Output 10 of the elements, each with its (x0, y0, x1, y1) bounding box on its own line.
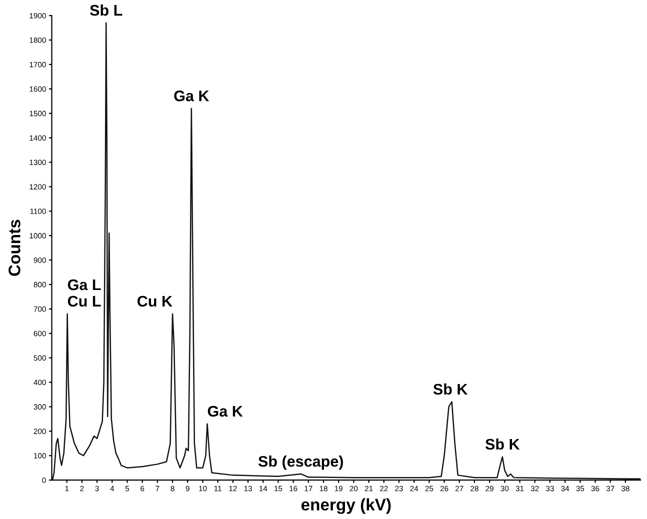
x-axis-title: energy (kV) (301, 498, 391, 514)
y-axis-title: Counts (8, 220, 20, 276)
annotation: Sb L (90, 4, 122, 16)
annotation: Sb K (433, 383, 468, 395)
annotation: Ga L Cu L (68, 279, 101, 307)
annotation: Cu K (138, 296, 172, 307)
annotation: Sb (escape) (258, 456, 343, 470)
annotation: Ga K (174, 90, 210, 102)
annotation: Ga K (208, 406, 243, 417)
annotation: Sb K (485, 438, 520, 450)
